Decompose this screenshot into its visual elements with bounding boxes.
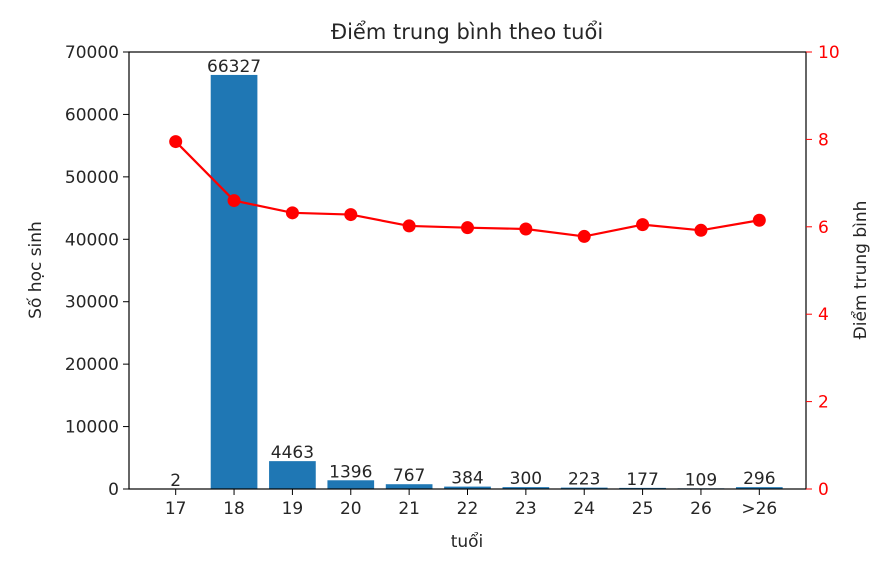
average-score-point-26	[694, 223, 708, 237]
average-score-point-24	[577, 229, 591, 243]
x-tick-label-21: 21	[398, 499, 420, 519]
bar-label->26: 296	[743, 469, 775, 489]
bar->26	[735, 487, 783, 489]
x-tick-label-24: 24	[573, 499, 595, 519]
y-tick-label-right: 4	[818, 305, 829, 325]
average-score-point-22	[461, 221, 474, 235]
average-score-point-25	[636, 218, 650, 232]
bar-label-20: 1396	[329, 462, 372, 482]
bar-22	[444, 486, 491, 489]
average-score-point-21	[402, 219, 416, 233]
y-tick-label-left: 50000	[65, 168, 119, 188]
y-tick-label-right: 10	[818, 43, 840, 63]
bar-20	[327, 480, 375, 489]
average-score-point-18	[227, 194, 241, 208]
y-tick-label-left: 70000	[65, 43, 119, 63]
bar-18	[210, 74, 258, 489]
y-tick-label-left: 20000	[65, 355, 119, 375]
y-axis-left: 0 10000 20000 30000 40000 50000 60000 70000	[65, 43, 129, 500]
bar-label-21: 767	[393, 466, 425, 486]
x-tick-label-20: 20	[340, 499, 362, 519]
average-score-point-23	[519, 222, 533, 236]
y-tick-label-left: 10000	[65, 418, 119, 438]
x-tick-label-22: 22	[457, 499, 479, 519]
average-score-point-20	[344, 208, 358, 222]
bar-label-22: 384	[451, 469, 483, 489]
x-tick-label-23: 23	[515, 499, 537, 519]
y-axis-right: 0 2 4 6 8 10	[806, 43, 840, 500]
x-tick-label-25: 25	[632, 499, 654, 519]
y-axis-label-right: Điểm trung bình	[850, 201, 871, 340]
x-tick-label-26: 26	[690, 499, 712, 519]
y-tick-label-right: 0	[818, 480, 829, 500]
bar-label-17: 2	[170, 471, 181, 491]
y-axis-label-left: Số học sinh	[25, 221, 46, 319]
bar-label-26: 109	[685, 470, 717, 490]
bar-label-19: 4463	[271, 443, 314, 463]
bar-label-25: 177	[626, 470, 658, 490]
x-axis: 17 18 19 20 21 22 23 24 25 26 >26	[165, 489, 777, 519]
bar-label-18: 66327	[207, 57, 261, 77]
y-tick-label-left: 30000	[65, 293, 119, 313]
chart-title: Điểm trung bình theo tuổi	[331, 20, 603, 44]
x-tick-label-17: 17	[165, 499, 187, 519]
y-tick-label-right: 2	[818, 393, 829, 413]
y-tick-label-left: 60000	[65, 105, 119, 125]
bar-label-24: 223	[568, 470, 600, 490]
average-score-point-19	[285, 206, 299, 220]
bar-19	[269, 461, 316, 489]
x-axis-label: tuổi	[451, 531, 484, 552]
average-score-point-17	[169, 135, 183, 149]
bar-label-23: 300	[510, 469, 542, 489]
bar-23	[502, 487, 550, 489]
bar-labels-group: 2 66327 4463 1396 767 384 300 223 177 109 296	[170, 57, 775, 491]
x-tick-label-19: 19	[282, 499, 304, 519]
bar-21	[385, 484, 433, 489]
average-score-point->26	[752, 213, 766, 227]
y-tick-label-left: 40000	[65, 230, 119, 250]
y-tick-label-left: 0	[108, 480, 119, 500]
bar-24	[560, 487, 608, 489]
line-series-group	[169, 135, 766, 243]
x-tick-label-18: 18	[223, 499, 245, 519]
y-tick-label-right: 6	[818, 218, 829, 238]
x-tick-label->26: >26	[741, 499, 777, 519]
y-tick-label-right: 8	[818, 130, 829, 150]
